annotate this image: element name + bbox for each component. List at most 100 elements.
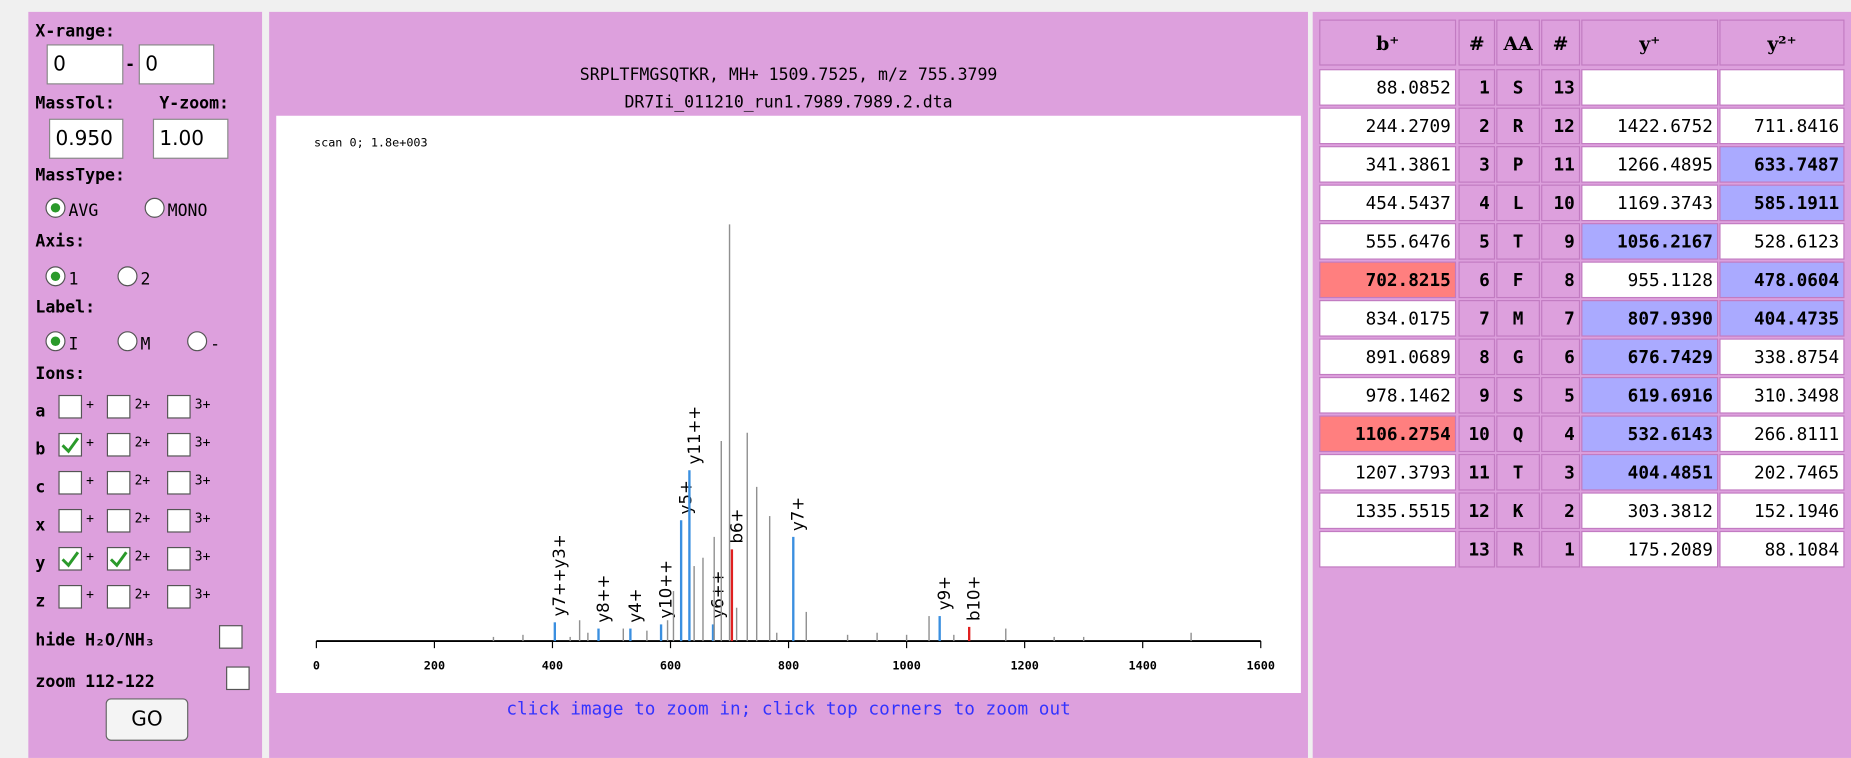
table-cell [1458, 530, 1496, 568]
ion-label: x [35, 516, 45, 535]
checkbox[interactable] [167, 394, 191, 419]
cell-text: R [1513, 540, 1524, 560]
table-cell [1319, 376, 1457, 414]
radio[interactable] [117, 331, 138, 352]
checkbox[interactable] [106, 546, 131, 571]
cell-text: 8 [1564, 271, 1575, 291]
table-cell [1581, 261, 1719, 299]
checkbox[interactable] [58, 546, 83, 571]
table-cell [1541, 338, 1581, 376]
table-cell [1581, 376, 1719, 414]
checkbox[interactable] [218, 625, 243, 649]
peak-label: y11++ [685, 406, 704, 464]
x-tick-label: 400 [542, 658, 563, 672]
table-cell [1458, 415, 1496, 453]
table-cell [1496, 223, 1540, 260]
table-cell [1496, 146, 1540, 183]
cell-text: 1106.2754 [1355, 425, 1451, 445]
cell-text: 404.4735 [1754, 310, 1839, 330]
table-cell [1458, 146, 1496, 183]
cell-text: 12 [1553, 117, 1574, 137]
table-cell [1496, 453, 1540, 491]
cell-text: 1207.3793 [1355, 463, 1451, 483]
radio[interactable] [187, 331, 208, 352]
checkbox[interactable] [106, 394, 131, 419]
check-mark [61, 437, 80, 454]
checkbox[interactable] [106, 584, 131, 609]
cell-text: 454.5437 [1366, 194, 1451, 214]
table-cell [1319, 146, 1457, 183]
text-input[interactable] [46, 44, 124, 85]
checkbox[interactable] [106, 470, 131, 495]
table-cell [1541, 107, 1581, 145]
checkbox[interactable] [106, 508, 131, 533]
plot-area[interactable] [276, 115, 1301, 694]
table-cell [1541, 223, 1581, 260]
ion-charge: + [86, 473, 94, 488]
cell-text: T [1513, 463, 1524, 483]
checkbox[interactable] [58, 584, 83, 609]
radio-dot [50, 271, 61, 282]
ion-charge: + [86, 397, 94, 412]
radio[interactable] [117, 266, 138, 287]
x-tick-label: 600 [660, 658, 681, 672]
ion-label: y [35, 554, 45, 573]
checkbox[interactable] [58, 394, 83, 419]
checkbox[interactable] [58, 432, 83, 457]
checkbox[interactable] [167, 432, 191, 457]
cell-text: 478.0604 [1754, 271, 1839, 291]
table-cell [1496, 338, 1540, 376]
x-tick-label: 1400 [1128, 658, 1156, 672]
ion-charge: 2+ [135, 397, 151, 412]
table-cell [1719, 530, 1845, 568]
ion-charge: 3+ [195, 550, 211, 565]
checkbox[interactable] [167, 508, 191, 533]
header-cell [1719, 19, 1845, 66]
ion-charge: 3+ [195, 435, 211, 450]
cell-text: M [1513, 310, 1524, 330]
table-cell [1581, 69, 1719, 106]
text-input[interactable] [138, 44, 215, 85]
checkbox[interactable] [167, 546, 191, 571]
checkbox[interactable] [58, 470, 83, 495]
table-cell [1319, 453, 1457, 491]
text-input[interactable] [48, 118, 124, 159]
cell-text: 266.8111 [1754, 425, 1839, 445]
checkbox[interactable] [58, 508, 83, 533]
radio-dot [50, 336, 61, 346]
cell-text: 7 [1564, 310, 1575, 330]
cell-text: 2 [1564, 502, 1575, 522]
table-cell [1541, 453, 1581, 491]
radio-label: M [140, 334, 150, 353]
table-cell [1458, 69, 1496, 106]
table-cell [1581, 530, 1719, 568]
label: - [125, 54, 135, 73]
table-cell [1496, 530, 1540, 568]
checkbox[interactable] [226, 666, 250, 691]
checkbox[interactable] [167, 470, 191, 495]
table-cell [1719, 415, 1845, 453]
label: Label: [35, 298, 95, 317]
table-cell [1458, 223, 1496, 260]
table-cell [1496, 107, 1540, 145]
checkbox[interactable] [167, 584, 191, 609]
cell-text: S [1513, 386, 1524, 406]
checkbox[interactable] [106, 432, 131, 457]
table-cell [1319, 415, 1457, 453]
table-cell [1458, 300, 1496, 337]
table-cell [1458, 338, 1496, 376]
cell-text: K [1513, 502, 1524, 522]
cell-text: T [1513, 233, 1524, 253]
radio-dot [50, 203, 61, 213]
cell-text: 10 [1553, 194, 1574, 214]
radio[interactable] [144, 197, 165, 218]
cell-text: G [1513, 348, 1524, 368]
ion-charge: 2+ [135, 473, 151, 488]
text-input[interactable] [152, 118, 229, 159]
go-button[interactable] [105, 698, 189, 741]
table-cell [1719, 69, 1845, 106]
cell-text: 3 [1479, 156, 1490, 176]
input-value: 0.950 [55, 126, 112, 150]
table-cell [1319, 184, 1457, 222]
